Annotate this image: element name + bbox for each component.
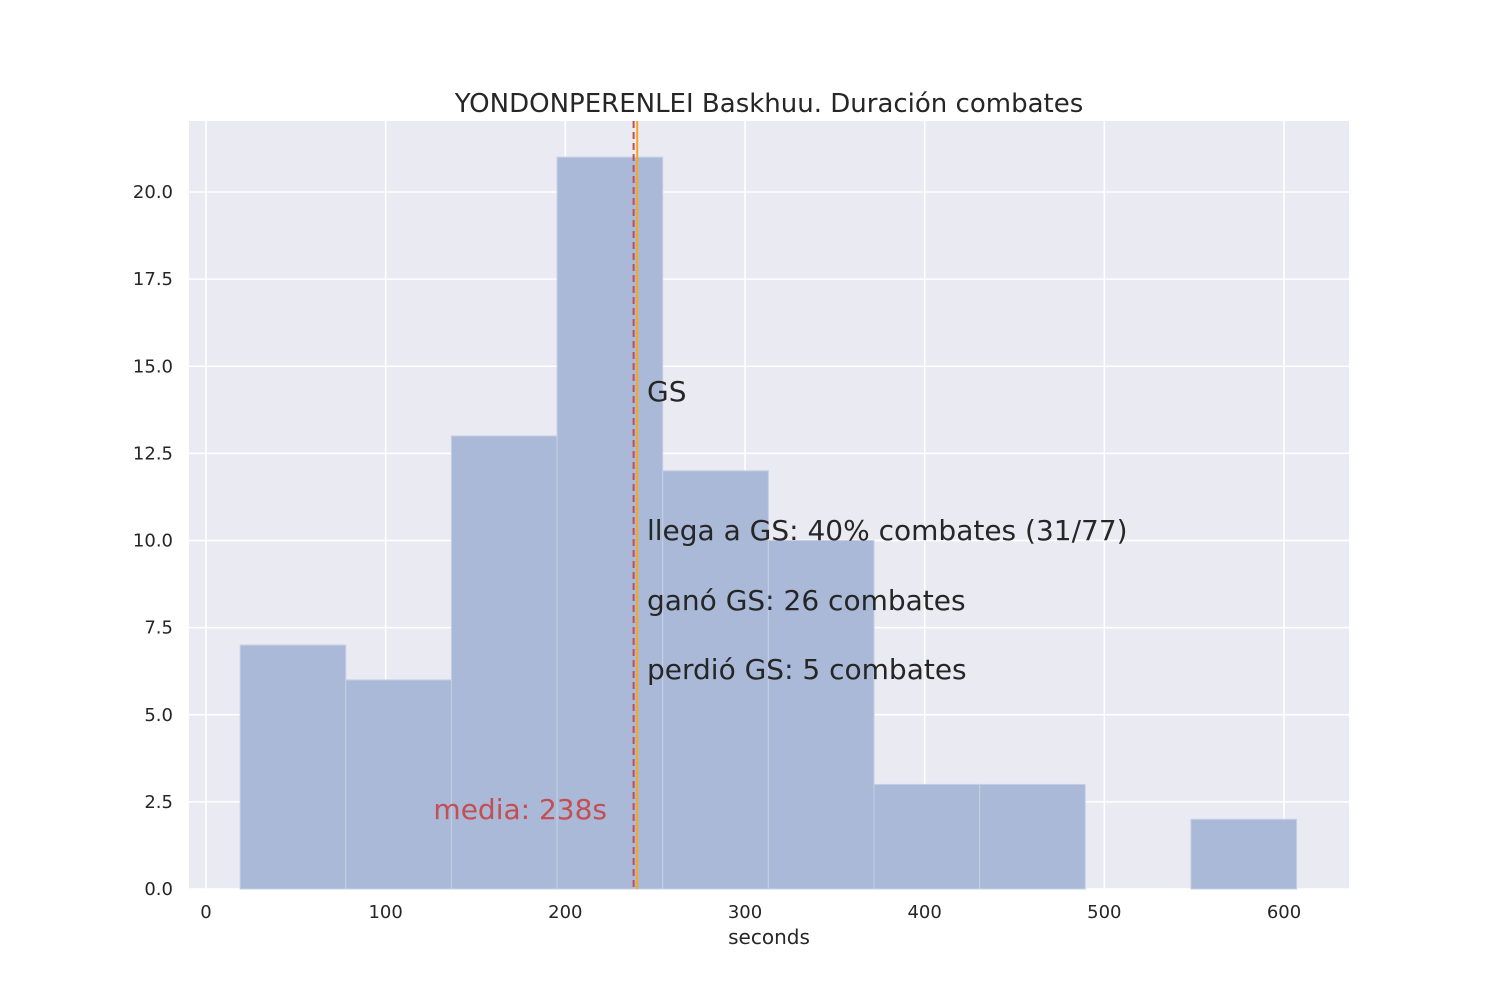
x-tick-label: 200 [548, 902, 582, 923]
histogram-bar [239, 644, 347, 890]
won-gs-annotation: ganó GS: 26 combates [647, 584, 966, 617]
x-axis-label: seconds [728, 925, 810, 949]
chart-title: YONDONPERENLEI Baskhuu. Duración combate… [454, 89, 1084, 119]
mean-annotation: media: 238s [433, 793, 607, 826]
y-tick-label: 5.0 [144, 705, 173, 726]
histogram-bar [450, 435, 558, 890]
histogram-bar [345, 679, 452, 890]
histogram-bar [767, 540, 875, 890]
gs-annotation: GS [647, 375, 686, 408]
histogram-bar [662, 470, 769, 890]
reference-lines [632, 121, 639, 889]
y-axis-ticks: 0.0 2.5 5.0 7.5 10.0 12.5 15.0 17.5 20.0 [133, 182, 173, 900]
histogram-bar [873, 783, 981, 890]
reach-gs-annotation: llega a GS: 40% combates (31/77) [647, 514, 1128, 547]
y-tick-label: 2.5 [144, 792, 173, 813]
x-tick-label: 0 [200, 902, 211, 923]
x-tick-label: 500 [1087, 902, 1121, 923]
histogram-bar [1190, 818, 1298, 890]
y-tick-label: 0.0 [144, 879, 173, 900]
y-tick-label: 20.0 [133, 182, 173, 203]
histogram-bars [239, 156, 1298, 890]
y-tick-label: 15.0 [133, 356, 173, 377]
x-tick-label: 400 [907, 902, 941, 923]
x-axis-ticks: 0 100 200 300 400 500 600 [200, 902, 1301, 923]
y-tick-label: 7.5 [144, 618, 173, 639]
x-tick-label: 100 [368, 902, 402, 923]
x-tick-label: 300 [728, 902, 762, 923]
y-tick-label: 12.5 [133, 443, 173, 464]
lost-gs-annotation: perdió GS: 5 combates [647, 653, 967, 686]
histogram-bar [556, 156, 664, 890]
x-tick-label: 600 [1267, 902, 1301, 923]
histogram-bar [979, 783, 1086, 890]
y-tick-label: 17.5 [133, 269, 173, 290]
y-tick-label: 10.0 [133, 531, 173, 552]
